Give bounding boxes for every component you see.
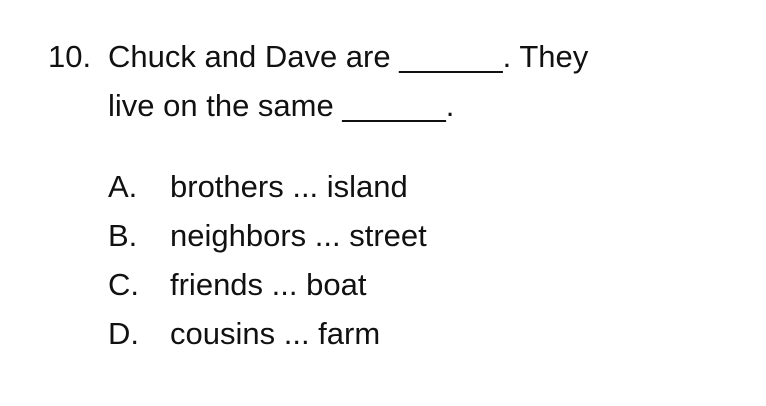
choice-d-letter: D. [108,316,139,351]
choice-c[interactable]: C. friends ... boat [108,260,728,309]
question-text-line-1: Chuck and Dave are ______. They [108,39,589,74]
choice-b-text: neighbors ... street [170,218,427,253]
question-line-2: live on the same ______. [48,81,748,130]
question-number: 10. [48,39,92,74]
choice-b-letter: B. [108,218,138,253]
choice-d-text: cousins ... farm [170,316,381,351]
choice-c-letter: C. [108,267,139,302]
choice-b[interactable]: B. neighbors ... street [108,211,728,260]
question-block: 10. Chuck and Dave are ______. They live … [48,32,748,130]
answer-choices: A. brothers ... island B. neighbors ... st… [108,162,728,358]
question-text-line-2: live on the same ______. [108,88,455,123]
choice-a-letter: A. [108,169,138,204]
choice-a[interactable]: A. brothers ... island [108,162,728,211]
choice-d[interactable]: D. cousins ... farm [108,309,728,358]
choice-a-text: brothers ... island [170,169,408,204]
question-line-1: 10. Chuck and Dave are ______. They [48,32,748,81]
choice-c-text: friends ... boat [170,267,367,302]
